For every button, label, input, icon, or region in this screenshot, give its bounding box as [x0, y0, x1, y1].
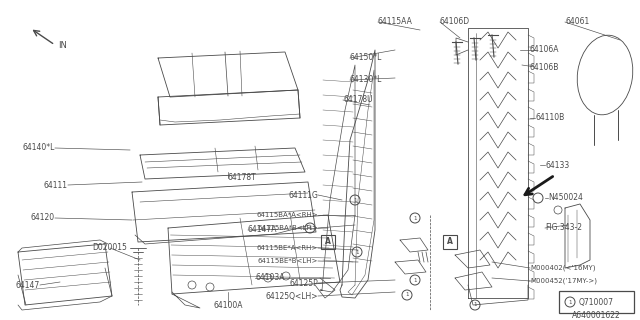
Text: IN: IN — [58, 41, 67, 50]
Text: 1: 1 — [308, 226, 312, 230]
Text: 1: 1 — [413, 277, 417, 283]
Text: 64111: 64111 — [44, 180, 68, 189]
Text: 64120: 64120 — [31, 213, 55, 222]
FancyBboxPatch shape — [321, 235, 335, 249]
Text: 64061: 64061 — [565, 18, 589, 27]
Text: 1: 1 — [405, 292, 409, 298]
Text: 64133: 64133 — [545, 161, 569, 170]
Text: 64111G: 64111G — [288, 190, 318, 199]
Text: 64140*L: 64140*L — [22, 143, 55, 153]
Text: 64147A: 64147A — [248, 226, 278, 235]
Text: 64103A: 64103A — [255, 274, 285, 283]
Text: 1: 1 — [568, 300, 572, 305]
Text: D020015: D020015 — [93, 244, 127, 252]
FancyBboxPatch shape — [559, 291, 634, 313]
Text: 1: 1 — [473, 302, 477, 308]
Text: 64110B: 64110B — [535, 114, 564, 123]
Text: M000402(<’16MY): M000402(<’16MY) — [530, 265, 595, 271]
Text: 64150*L: 64150*L — [350, 53, 382, 62]
Text: A: A — [325, 237, 331, 246]
Text: 64115BA*A<RH>: 64115BA*A<RH> — [257, 212, 318, 218]
Text: 64178T: 64178T — [228, 173, 257, 182]
Text: 64106A: 64106A — [530, 45, 559, 54]
Text: 64106D: 64106D — [440, 18, 470, 27]
Text: N450024: N450024 — [548, 194, 583, 203]
Text: A640001622: A640001622 — [572, 310, 621, 319]
Text: 64115BE*A<RH>: 64115BE*A<RH> — [257, 245, 318, 251]
Text: 64115AA: 64115AA — [378, 18, 413, 27]
Text: 1: 1 — [353, 197, 356, 203]
Text: 1: 1 — [355, 250, 359, 254]
Text: 64147: 64147 — [16, 281, 40, 290]
Text: 64125P: 64125P — [289, 278, 318, 287]
Text: 64115BA*B<LH>: 64115BA*B<LH> — [257, 225, 318, 231]
Text: 64115BE*B<LH>: 64115BE*B<LH> — [258, 258, 318, 264]
Text: FIG.343-2: FIG.343-2 — [545, 223, 582, 233]
Text: A: A — [447, 237, 453, 246]
Text: 64130*L: 64130*L — [350, 76, 382, 84]
Text: 64100A: 64100A — [213, 300, 243, 309]
Text: 64178U: 64178U — [343, 95, 372, 105]
Text: Q710007: Q710007 — [579, 298, 614, 307]
Text: M000452(’17MY->): M000452(’17MY->) — [530, 278, 597, 284]
FancyBboxPatch shape — [443, 235, 457, 249]
Text: 64125Q<LH>: 64125Q<LH> — [266, 292, 318, 300]
Text: 64106B: 64106B — [530, 62, 559, 71]
Text: 1: 1 — [413, 215, 417, 220]
